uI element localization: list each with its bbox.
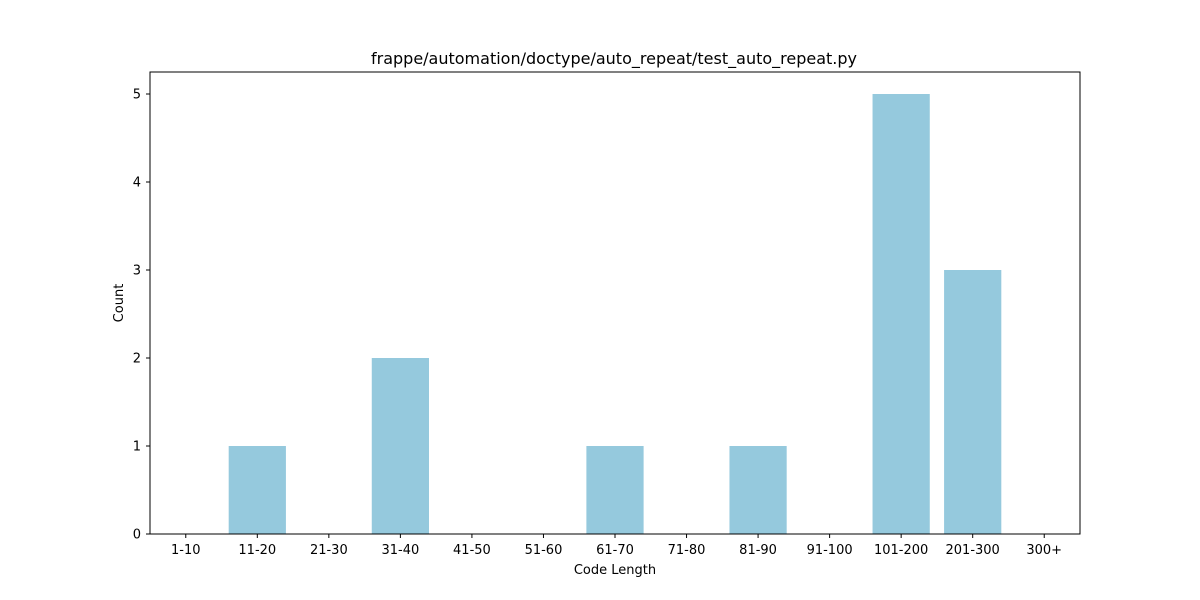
chart-title: frappe/automation/doctype/auto_repeat/te… bbox=[371, 49, 857, 69]
y-tick-label: 5 bbox=[133, 88, 141, 103]
x-tick-label: 41-50 bbox=[453, 543, 491, 558]
x-tick-label: 101-200 bbox=[874, 543, 928, 558]
x-tick-label: 21-30 bbox=[310, 543, 348, 558]
bar-11-20 bbox=[228, 446, 286, 534]
bars-layer bbox=[228, 94, 1002, 534]
x-tick-label: 1-10 bbox=[171, 543, 201, 558]
x-tick-label: 201-300 bbox=[946, 543, 1000, 558]
bar-31-40 bbox=[371, 358, 429, 534]
y-tick-label: 1 bbox=[133, 440, 141, 455]
y-tick-label: 4 bbox=[133, 176, 141, 191]
bar-81-90 bbox=[729, 446, 787, 534]
y-tick-label: 3 bbox=[133, 264, 141, 279]
x-tick-label: 300+ bbox=[1026, 543, 1062, 558]
bar-61-70 bbox=[586, 446, 644, 534]
x-tick-label: 71-80 bbox=[668, 543, 706, 558]
x-tick-label: 11-20 bbox=[238, 543, 276, 558]
y-axis: 0 1 2 3 4 5 bbox=[133, 88, 150, 543]
x-axis-title: Code Length bbox=[574, 563, 656, 578]
x-tick-label: 91-100 bbox=[807, 543, 853, 558]
bar-101-200 bbox=[872, 94, 930, 534]
x-tick-label: 31-40 bbox=[381, 543, 419, 558]
x-tick-label: 51-60 bbox=[525, 543, 563, 558]
plot-frame bbox=[149, 71, 1081, 535]
x-axis: 1-10 11-20 21-30 31-40 41-50 51-60 61-70 71-80 8… bbox=[171, 534, 1062, 558]
x-tick-label: 61-70 bbox=[596, 543, 634, 558]
x-tick-label: 81-90 bbox=[739, 543, 777, 558]
bar-201-300 bbox=[944, 270, 1002, 534]
y-axis-title: Count bbox=[112, 284, 127, 323]
y-tick-label: 2 bbox=[133, 352, 141, 367]
y-tick-label: 0 bbox=[133, 528, 141, 543]
